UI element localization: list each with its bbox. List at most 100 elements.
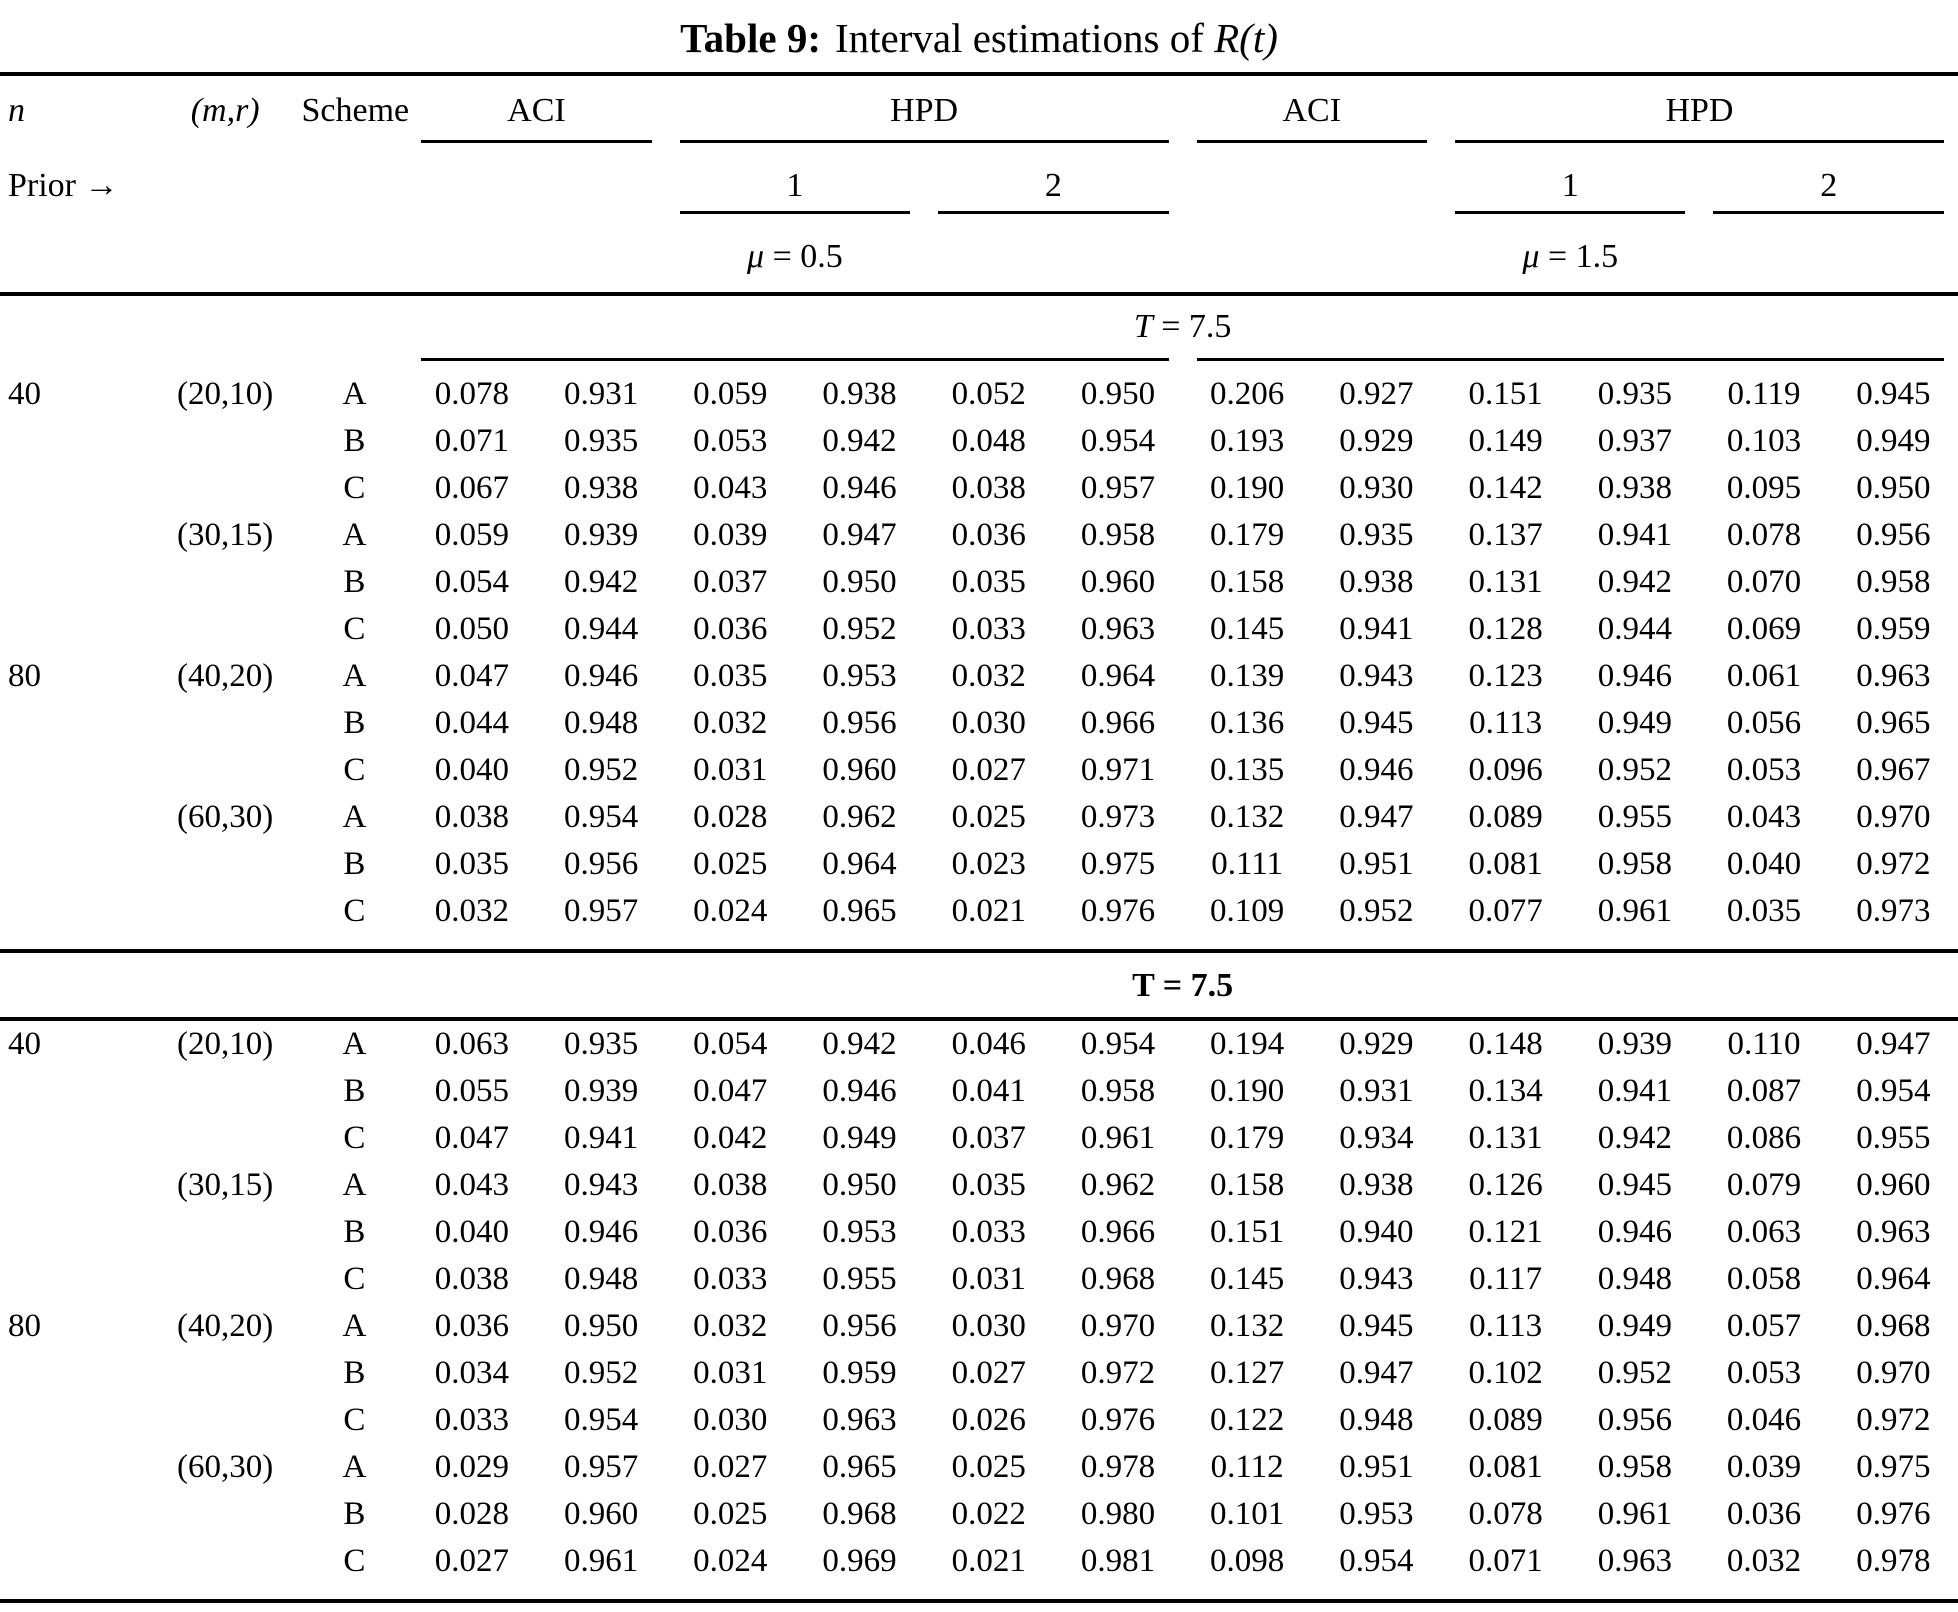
cell-value: 0.942	[1597, 564, 1672, 600]
cell-value: 0.101	[1210, 1496, 1285, 1532]
cell-value: 0.968	[1080, 1261, 1156, 1297]
cell-value: 0.055	[434, 1073, 509, 1109]
cell-value: 0.081	[1468, 1449, 1543, 1485]
cell-value: 0.027	[951, 752, 1026, 788]
prior-2-left: 2	[1044, 167, 1062, 204]
cell-value: 0.131	[1468, 564, 1543, 600]
cell-value: 0.043	[1726, 799, 1802, 835]
cell-value: 0.935	[563, 1026, 639, 1062]
cell-value: 0.095	[1726, 470, 1802, 506]
cell-value: 0.132	[1210, 799, 1285, 835]
cell-value: 0.975	[1080, 846, 1156, 882]
cell-value: 0.938	[1339, 564, 1414, 600]
cell-value: 0.961	[563, 1543, 639, 1579]
cell-value: 0.935	[563, 423, 639, 459]
cell-value: 0.038	[693, 1167, 768, 1203]
table-row: B 0.028 0.960 0.025 0.968 0.022 0.980 0.101 0.95…	[0, 1491, 1958, 1538]
thick-rule-row	[0, 1017, 1958, 1021]
cell-value: 0.942	[563, 564, 639, 600]
section-left-rule	[421, 358, 1169, 361]
cell-value: 0.098	[1210, 1543, 1285, 1579]
cell-value: 0.029	[434, 1449, 509, 1485]
cell-value: 0.938	[1339, 1167, 1414, 1203]
table-row: 40 (20,10) A 0.063 0.935 0.054 0.942 0.046 0.954…	[0, 1021, 1958, 1068]
prior-1-left-rule	[679, 211, 911, 214]
cell-value: 0.021	[951, 893, 1026, 929]
cell-value: 0.043	[434, 1167, 509, 1203]
cell-value: 0.958	[1856, 564, 1931, 600]
cell-value: 0.112	[1210, 1449, 1284, 1485]
cell-mr: (40,20)	[177, 658, 274, 694]
cell-value: 0.061	[1726, 658, 1802, 694]
cell-value: 0.021	[951, 1543, 1026, 1579]
cell-value: 0.158	[1210, 1167, 1285, 1203]
cell-scheme: A	[342, 1167, 367, 1203]
table-header-block: n (m,r) Scheme ACI HPD ACI HPD Prior → 1…	[0, 72, 1958, 296]
cell-n: 80	[8, 658, 41, 694]
cell-n	[0, 418, 149, 465]
cell-n	[0, 465, 149, 512]
cell-value: 0.030	[951, 1308, 1026, 1344]
cell-value: 0.960	[563, 1496, 639, 1532]
cell-scheme: A	[342, 799, 367, 835]
cell-value: 0.035	[951, 1167, 1026, 1203]
cell-value: 0.946	[1597, 658, 1672, 694]
table-row: C 0.040 0.952 0.031 0.960 0.027 0.971 0.135 0.94…	[0, 747, 1958, 794]
cell-scheme: B	[343, 705, 366, 741]
cell-value: 0.040	[434, 752, 509, 788]
table-title-math: R(t)	[1214, 15, 1278, 61]
cell-value: 0.024	[693, 893, 768, 929]
cell-mr	[149, 1538, 302, 1585]
cell-value: 0.961	[1597, 893, 1672, 929]
cell-n	[0, 1397, 149, 1444]
mu-right-symbol: μ	[1522, 238, 1540, 275]
cell-value: 0.033	[951, 1214, 1026, 1250]
cell-value: 0.037	[951, 1120, 1026, 1156]
cell-value: 0.941	[1339, 611, 1414, 647]
cell-value: 0.947	[1339, 799, 1414, 835]
table-row: C 0.047 0.941 0.042 0.949 0.037 0.961 0.179 0.93…	[0, 1115, 1958, 1162]
prior-1-left: 1	[786, 167, 804, 204]
cell-value: 0.047	[434, 658, 509, 694]
cell-value: 0.039	[1726, 1449, 1802, 1485]
cell-scheme: B	[343, 1214, 366, 1250]
col-header-aci-right: ACI	[1282, 92, 1342, 129]
table-title-text: Interval estimations of	[834, 15, 1204, 61]
mu-right-value: = 1.5	[1547, 238, 1619, 275]
cell-scheme: C	[343, 752, 366, 788]
cell-value: 0.938	[822, 376, 897, 412]
cell-value: 0.158	[1210, 564, 1285, 600]
cell-value: 0.962	[822, 799, 897, 835]
cell-value: 0.190	[1210, 1073, 1285, 1109]
cell-value: 0.036	[434, 1308, 509, 1344]
cell-value: 0.119	[1727, 376, 1801, 412]
cell-value: 0.978	[1856, 1543, 1931, 1579]
cell-value: 0.971	[1080, 752, 1156, 788]
cell-n	[0, 1538, 149, 1585]
cell-value: 0.954	[563, 799, 639, 835]
cell-value: 0.032	[951, 658, 1026, 694]
cell-value: 0.028	[693, 799, 768, 835]
cell-value: 0.938	[563, 470, 639, 506]
table-row: (30,15) A 0.059 0.939 0.039 0.947 0.036 0.958 0.…	[0, 512, 1958, 559]
table-row: B 0.040 0.946 0.036 0.953 0.033 0.966 0.151 0.94…	[0, 1209, 1958, 1256]
cell-value: 0.132	[1210, 1308, 1285, 1344]
table-row: C 0.033 0.954 0.030 0.963 0.026 0.976 0.122 0.94…	[0, 1397, 1958, 1444]
cell-value: 0.946	[822, 1073, 897, 1109]
cell-n	[0, 1256, 149, 1303]
cell-value: 0.134	[1468, 1073, 1543, 1109]
section-heading-var: T	[1133, 308, 1153, 345]
mu-left-value: = 0.5	[772, 238, 843, 275]
cell-value: 0.941	[1597, 1073, 1672, 1109]
cell-value: 0.966	[1080, 705, 1156, 741]
cell-value: 0.193	[1210, 423, 1285, 459]
thick-rule-row	[0, 935, 1958, 953]
cell-mr	[149, 747, 302, 794]
cell-value: 0.149	[1468, 423, 1543, 459]
cell-value: 0.975	[1856, 1449, 1931, 1485]
cell-value: 0.969	[822, 1543, 897, 1579]
table-title-label: Table 9:	[680, 15, 821, 61]
cell-scheme: B	[343, 1496, 366, 1532]
cell-value: 0.103	[1726, 423, 1802, 459]
cell-value: 0.963	[1856, 1214, 1931, 1250]
